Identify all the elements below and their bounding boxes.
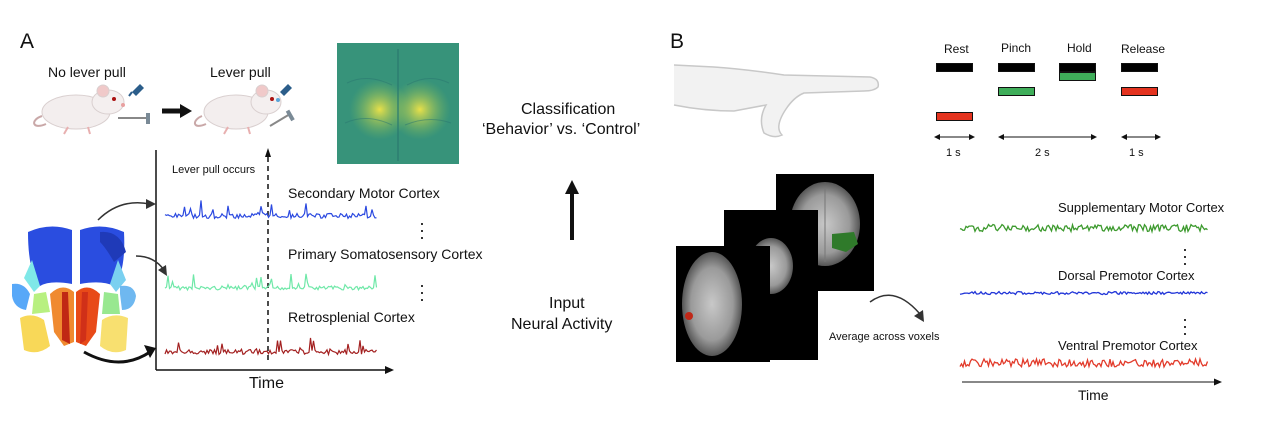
trace-retrosplenial xyxy=(164,337,377,357)
transition-arrow xyxy=(162,104,192,118)
average-arrow xyxy=(869,294,924,322)
condition-pinch: Pinch xyxy=(1001,41,1032,55)
cue-bar-release-red xyxy=(1121,87,1158,96)
hand-illustration xyxy=(673,64,880,138)
input-label: Input xyxy=(549,295,585,312)
time-axis-b xyxy=(962,378,1222,386)
widefield-brain-image xyxy=(337,43,459,164)
trace-dorsal-premotor xyxy=(959,290,1208,296)
lever-pull-marker-line xyxy=(265,148,271,360)
ellipsis-dots: · · · xyxy=(419,275,425,309)
trace-supplementary-motor xyxy=(959,222,1208,234)
time-axis-a xyxy=(155,150,394,374)
mouse-lever-pull-illustration xyxy=(194,84,295,135)
duration-release: 1 s xyxy=(1129,147,1144,159)
condition-hold: Hold xyxy=(1067,41,1092,55)
panel-a-label: A xyxy=(20,30,35,53)
average-across-voxels-label: Average across voxels xyxy=(829,331,940,343)
duration-rest: 1 s xyxy=(946,147,961,159)
fmri-slices xyxy=(676,174,874,362)
upward-arrow xyxy=(565,180,579,240)
condition-rest: Rest xyxy=(944,42,969,56)
cue-bar-pinch-green xyxy=(998,87,1035,96)
ellipsis-dots: · · · xyxy=(1182,239,1188,273)
lever-pull-label: Lever pull xyxy=(210,64,271,80)
neural-activity-label: Neural Activity xyxy=(511,316,613,333)
cortical-region-map xyxy=(12,226,136,353)
trace-ventral-premotor xyxy=(959,356,1209,369)
ellipsis-dots: · · · xyxy=(419,213,425,247)
ellipsis-dots: · · · xyxy=(1182,309,1188,343)
lever-pull-occurs-label: Lever pull occurs xyxy=(172,164,256,176)
no-lever-pull-label: No lever pull xyxy=(48,64,126,80)
condition-release: Release xyxy=(1121,42,1166,56)
cue-bar-hold-black xyxy=(1059,63,1096,72)
trace-primary-somatosensory xyxy=(164,273,378,292)
classification-subtitle: ‘Behavior’ vs. ‘Control’ xyxy=(482,121,641,138)
duration-task: 2 s xyxy=(1035,147,1050,159)
mouse-no-pull-illustration xyxy=(33,84,150,135)
cue-bar-hold-green xyxy=(1059,72,1096,81)
cue-bar-pinch-black xyxy=(998,63,1035,72)
trace-label-primary-somatosensory: Primary Somatosensory Cortex xyxy=(288,246,483,262)
panel-b-label: B xyxy=(670,30,685,53)
trace-label-retrosplenial: Retrosplenial Cortex xyxy=(288,309,415,325)
classification-title: Classification xyxy=(521,101,616,118)
duration-arrows xyxy=(934,134,1161,140)
cue-bar-rest-red xyxy=(936,112,973,121)
trace-label-ventral-premotor: Ventral Premotor Cortex xyxy=(1058,338,1198,353)
trace-label-secondary-motor: Secondary Motor Cortex xyxy=(288,185,440,201)
map-to-trace-arrows xyxy=(83,199,167,364)
cue-bar-rest-black xyxy=(936,63,973,72)
time-label-b: Time xyxy=(1078,387,1109,403)
cue-bar-release-black xyxy=(1121,63,1158,72)
trace-label-supplementary-motor: Supplementary Motor Cortex xyxy=(1058,200,1225,215)
trace-secondary-motor xyxy=(164,200,377,221)
time-label-a: Time xyxy=(249,375,284,392)
trace-label-dorsal-premotor: Dorsal Premotor Cortex xyxy=(1058,268,1195,283)
